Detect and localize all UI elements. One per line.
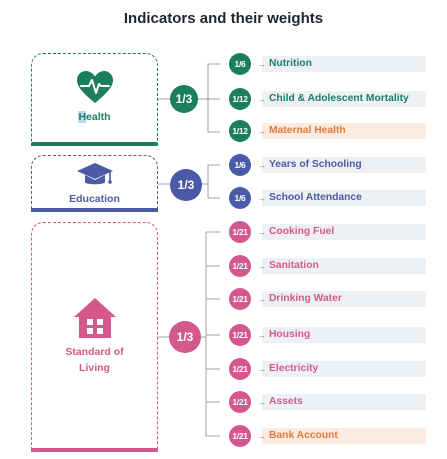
housing-weight-badge: 1/21: [229, 324, 251, 346]
schooling-arrow-icon: →: [257, 160, 266, 170]
sanitation-weight: 1/21: [232, 261, 248, 271]
education-weight-circle: 1/3: [170, 169, 202, 201]
schooling-row: [262, 157, 426, 173]
drinking-water-weight: 1/21: [232, 294, 248, 304]
health-label-rest: ealth: [86, 111, 111, 123]
electricity-row: [262, 361, 426, 377]
electricity-label: Electricity: [269, 363, 319, 374]
electricity-weight: 1/21: [232, 364, 248, 374]
schooling-weight-badge: 1/6: [229, 154, 251, 176]
schooling-weight: 1/6: [234, 160, 246, 170]
nutrition-weight-badge: 1/6: [229, 53, 251, 75]
housing-arrow-icon: →: [257, 330, 266, 340]
living-label-line1: Standard of: [65, 346, 124, 358]
living-weight: 1/3: [176, 330, 194, 344]
health-weight: 1/3: [175, 92, 193, 106]
child-mortality-weight-badge: 1/12: [229, 88, 251, 110]
attendance-label: School Attendance: [269, 192, 362, 203]
sanitation-arrow-icon: →: [257, 261, 266, 271]
maternal-health-weight-badge: 1/12: [229, 120, 251, 142]
nutrition-row: [262, 56, 426, 72]
assets-arrow-icon: →: [257, 397, 266, 407]
child-mortality-weight: 1/12: [232, 94, 248, 104]
electricity-weight-badge: 1/21: [229, 358, 251, 380]
bank-account-weight-badge: 1/21: [229, 425, 251, 447]
maternal-health-arrow-icon: →: [257, 126, 266, 136]
bank-account-arrow-icon: →: [257, 431, 266, 441]
house-icon: [73, 297, 117, 344]
health-bar: [30, 142, 159, 146]
nutrition-arrow-icon: →: [257, 59, 266, 69]
nutrition-label: Nutrition: [269, 58, 312, 69]
heart-pulse-icon: [76, 70, 114, 109]
drinking-water-weight-badge: 1/21: [229, 288, 251, 310]
cooking-fuel-arrow-icon: →: [257, 227, 266, 237]
health-label-highlight: H: [78, 111, 87, 123]
attendance-arrow-icon: →: [257, 193, 266, 203]
living-weight-circle: 1/3: [169, 321, 201, 353]
cooking-fuel-row: [262, 224, 426, 240]
health-dimension-box: Health: [30, 53, 159, 146]
bank-account-row: [262, 428, 426, 444]
education-label: Education: [69, 193, 120, 205]
sanitation-row: [262, 258, 426, 274]
housing-row: [262, 327, 426, 343]
education-bar: [30, 208, 159, 212]
assets-row: [262, 394, 426, 410]
housing-label: Housing: [269, 329, 311, 340]
health-label: Health: [32, 109, 157, 125]
attendance-weight-badge: 1/6: [229, 187, 251, 209]
diagram-title: Indicators and their weights: [123, 10, 324, 27]
bank-account-weight: 1/21: [232, 431, 248, 441]
living-bar: [30, 448, 159, 452]
living-label-line2: Living: [79, 362, 110, 374]
cooking-fuel-label: Cooking Fuel: [269, 226, 335, 237]
nutrition-weight: 1/6: [234, 59, 246, 69]
maternal-health-row: [262, 123, 426, 139]
sanitation-label: Sanitation: [269, 260, 319, 271]
assets-weight: 1/21: [232, 397, 248, 407]
sanitation-weight-badge: 1/21: [229, 255, 251, 277]
assets-label: Assets: [269, 396, 303, 407]
child-mortality-label: Child & Adolescent Mortality: [269, 93, 409, 104]
drinking-water-arrow-icon: →: [257, 294, 266, 304]
electricity-arrow-icon: →: [257, 364, 266, 374]
bank-account-label: Bank Account: [269, 430, 338, 441]
drinking-water-label: Drinking Water: [269, 293, 342, 304]
maternal-health-weight: 1/12: [232, 126, 248, 136]
education-dimension-box: Education: [30, 155, 159, 212]
health-weight-circle: 1/3: [170, 85, 198, 113]
attendance-weight: 1/6: [234, 193, 246, 203]
maternal-health-label: Maternal Health: [269, 125, 346, 136]
child-mortality-row: [262, 91, 426, 107]
attendance-row: [262, 190, 426, 206]
education-weight: 1/3: [177, 178, 195, 192]
assets-weight-badge: 1/21: [229, 391, 251, 413]
housing-weight: 1/21: [232, 330, 248, 340]
drinking-water-row: [262, 291, 426, 307]
cooking-fuel-weight: 1/21: [232, 227, 248, 237]
living-dimension-box: Standard of Living: [30, 222, 159, 452]
child-mortality-arrow-icon: →: [257, 94, 266, 104]
schooling-label: Years of Schooling: [269, 159, 362, 170]
cooking-fuel-weight-badge: 1/21: [229, 221, 251, 243]
graduation-cap-icon: [76, 162, 114, 193]
